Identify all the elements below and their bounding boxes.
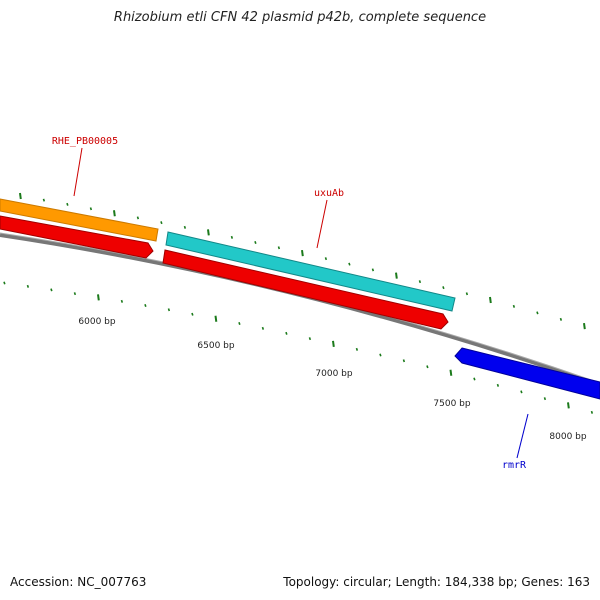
label-pointer-rhe-pb00005	[73, 147, 83, 197]
lower-tick	[50, 288, 53, 292]
upper-tick	[254, 241, 257, 244]
upper-tick	[89, 207, 93, 211]
gene-rmrr-arrow[interactable]	[454, 347, 600, 400]
upper-tick	[324, 257, 328, 261]
gene-red-1-arrow[interactable]	[0, 215, 154, 259]
lower-tick	[473, 377, 476, 381]
upper-tick	[113, 210, 116, 217]
upper-tick	[277, 246, 281, 250]
upper-tick	[66, 202, 69, 206]
lower-tick	[73, 292, 77, 296]
lower-tick	[120, 299, 124, 303]
map-title: Rhizobium etli CFN 42 plasmid p42b, comp…	[113, 10, 487, 25]
lower-tick	[496, 383, 500, 387]
upper-tick	[583, 322, 586, 330]
lower-tick	[26, 284, 30, 288]
lower-tick	[308, 337, 312, 341]
lower-tick	[3, 281, 6, 285]
lower-tick	[379, 353, 382, 357]
upper-tick	[230, 235, 234, 239]
upper-tick	[160, 221, 163, 225]
upper-tick	[465, 292, 469, 296]
gene-label-uxuab[interactable]: uxuAb	[314, 188, 344, 199]
label-pointer-rmrr	[516, 413, 529, 459]
upper-tick	[42, 198, 46, 202]
lower-tick	[214, 315, 218, 322]
lower-tick	[97, 294, 100, 301]
accession-text: Accession: NC_007763	[10, 575, 147, 589]
lower-tick	[355, 347, 359, 351]
bp-label-6500: 6500 bp	[197, 341, 234, 351]
gene-label-rmrr[interactable]: rmrR	[502, 460, 527, 471]
lower-tick	[332, 340, 335, 348]
upper-tick	[183, 225, 187, 229]
upper-tick	[442, 286, 445, 290]
tick-marks	[3, 192, 594, 414]
upper-tick	[348, 262, 351, 266]
bp-label-6000: 6000 bp	[78, 317, 115, 327]
lower-tick	[449, 369, 453, 376]
bp-label-7000: 7000 bp	[315, 369, 352, 379]
upper-tick	[207, 229, 210, 236]
lower-tick	[238, 322, 241, 325]
upper-tick	[301, 249, 304, 257]
lower-tick	[520, 390, 523, 394]
label-pointer-uxuab	[316, 199, 328, 249]
lower-tick	[543, 397, 547, 401]
lower-tick	[567, 402, 570, 409]
gene-uxuab-arrow[interactable]	[165, 231, 456, 312]
lower-tick	[191, 312, 194, 316]
upper-tick	[19, 192, 22, 200]
gene-red-2-arrow[interactable]	[162, 249, 449, 330]
upper-tick	[489, 296, 492, 304]
summary-text: Topology: circular; Length: 184,338 bp; …	[283, 575, 590, 589]
bp-label-8000: 8000 bp	[549, 432, 586, 442]
upper-tick	[395, 272, 398, 279]
lower-tick	[426, 365, 429, 369]
upper-tick	[559, 317, 563, 321]
upper-tick	[371, 268, 375, 272]
lower-tick	[144, 304, 147, 307]
upper-tick	[512, 304, 516, 308]
upper-tick	[418, 280, 422, 284]
lower-tick	[261, 326, 265, 330]
bp-label-7500: 7500 bp	[433, 399, 470, 409]
lower-tick	[590, 410, 594, 414]
upper-tick	[136, 216, 140, 220]
lower-tick	[167, 308, 171, 312]
lower-tick	[402, 359, 406, 363]
lower-tick	[285, 331, 288, 335]
upper-tick	[536, 311, 539, 315]
gene-rhe-pb00005-arrow[interactable]	[0, 198, 159, 242]
gene-label-rhe-pb00005[interactable]: RHE_PB00005	[52, 136, 118, 147]
